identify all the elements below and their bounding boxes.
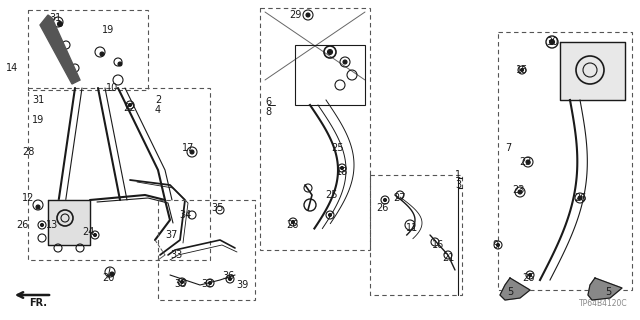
Text: 39: 39 [236, 280, 248, 290]
Text: 18: 18 [336, 167, 348, 177]
Text: 3: 3 [455, 180, 461, 190]
Circle shape [520, 68, 524, 71]
Circle shape [36, 205, 40, 209]
Text: 4: 4 [155, 105, 161, 115]
Text: 11: 11 [406, 223, 418, 233]
Text: 9: 9 [492, 240, 498, 250]
Text: 35: 35 [212, 203, 224, 213]
Polygon shape [500, 278, 530, 300]
Text: 31: 31 [32, 95, 44, 105]
Text: 19: 19 [32, 115, 44, 125]
Circle shape [40, 223, 44, 227]
Text: 38: 38 [174, 279, 186, 289]
Text: 23: 23 [519, 157, 531, 167]
Bar [498, 32, 632, 290]
Text: 16: 16 [432, 240, 444, 250]
Circle shape [518, 190, 522, 194]
Text: 8: 8 [265, 107, 271, 117]
Circle shape [578, 196, 582, 200]
Bar [260, 8, 370, 250]
Text: FR.: FR. [29, 298, 47, 308]
Circle shape [550, 39, 554, 44]
Circle shape [209, 282, 211, 284]
Text: 14: 14 [6, 63, 18, 73]
Text: 6: 6 [265, 97, 271, 107]
Circle shape [291, 220, 294, 223]
Bar [295, 45, 365, 105]
Text: 5: 5 [507, 287, 513, 297]
Text: 26: 26 [522, 273, 534, 283]
Text: 12: 12 [22, 193, 34, 203]
Polygon shape [560, 42, 625, 100]
Text: 36: 36 [222, 271, 234, 281]
Text: 26: 26 [286, 220, 298, 230]
Circle shape [328, 50, 333, 54]
Text: 32: 32 [202, 279, 214, 289]
Text: 33: 33 [170, 250, 182, 260]
Text: 21: 21 [442, 253, 454, 263]
Circle shape [340, 166, 344, 170]
Text: 19: 19 [102, 25, 114, 35]
Polygon shape [588, 278, 622, 300]
Text: 27: 27 [394, 193, 406, 203]
Circle shape [129, 103, 131, 107]
Circle shape [383, 198, 387, 202]
Text: 20: 20 [102, 273, 114, 283]
Circle shape [93, 234, 97, 236]
Circle shape [228, 277, 232, 281]
Circle shape [529, 274, 531, 276]
Text: 7: 7 [505, 143, 511, 153]
Circle shape [58, 21, 63, 27]
Text: 25: 25 [326, 190, 339, 200]
Text: 10: 10 [106, 83, 118, 93]
Text: 5: 5 [605, 287, 611, 297]
Text: 26: 26 [376, 203, 388, 213]
Circle shape [190, 150, 194, 154]
Text: 23: 23 [512, 185, 524, 195]
Circle shape [328, 213, 332, 217]
Bar [370, 175, 462, 295]
Text: 37: 37 [166, 230, 178, 240]
Circle shape [526, 160, 530, 164]
Text: 28: 28 [22, 147, 34, 157]
Circle shape [110, 272, 114, 276]
Polygon shape [48, 200, 90, 245]
Text: 26: 26 [574, 193, 586, 203]
Text: 17: 17 [182, 143, 194, 153]
Text: 22: 22 [124, 103, 136, 113]
Text: 30: 30 [546, 37, 558, 47]
Text: 34: 34 [179, 210, 191, 220]
Text: 31: 31 [49, 13, 61, 23]
Text: 2: 2 [155, 95, 161, 105]
Circle shape [118, 62, 122, 66]
Text: 1: 1 [455, 170, 461, 180]
Text: 24: 24 [82, 227, 94, 237]
Bar [28, 10, 148, 90]
Polygon shape [40, 15, 80, 84]
Text: TP64B4120C: TP64B4120C [579, 299, 628, 308]
Text: 29: 29 [289, 10, 301, 20]
Text: 25: 25 [332, 143, 344, 153]
Circle shape [100, 52, 104, 56]
Bar [28, 88, 210, 260]
Text: 13: 13 [46, 220, 58, 230]
Circle shape [306, 13, 310, 17]
Circle shape [180, 281, 184, 284]
Text: 15: 15 [516, 65, 528, 75]
Circle shape [343, 60, 347, 64]
Circle shape [497, 244, 499, 246]
Text: 26: 26 [16, 220, 28, 230]
Bar [158, 200, 255, 300]
